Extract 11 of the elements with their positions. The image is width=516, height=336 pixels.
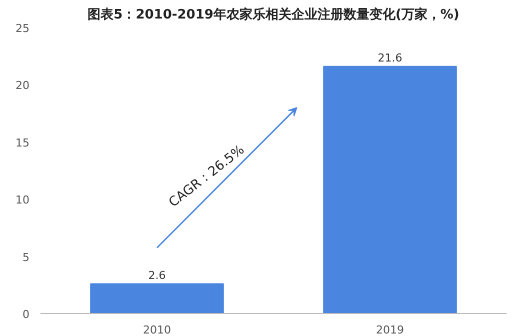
- y-tick-label: 25: [16, 22, 30, 35]
- data-label: 2.6: [148, 268, 166, 282]
- y-tick-label: 5: [22, 250, 30, 264]
- data-label: 21.6: [378, 51, 402, 64]
- y-tick-label: 10: [16, 194, 30, 207]
- chart-title: 图表5：2010-2019年农家乐相关企业注册数量变化(万家，%): [88, 6, 460, 22]
- y-tick-label: 20: [16, 79, 30, 92]
- y-tick-label: 15: [16, 136, 30, 150]
- x-tick-label: 2010: [143, 324, 172, 336]
- y-tick-label: 0: [22, 308, 30, 321]
- x-tick-label: 2019: [376, 324, 404, 336]
